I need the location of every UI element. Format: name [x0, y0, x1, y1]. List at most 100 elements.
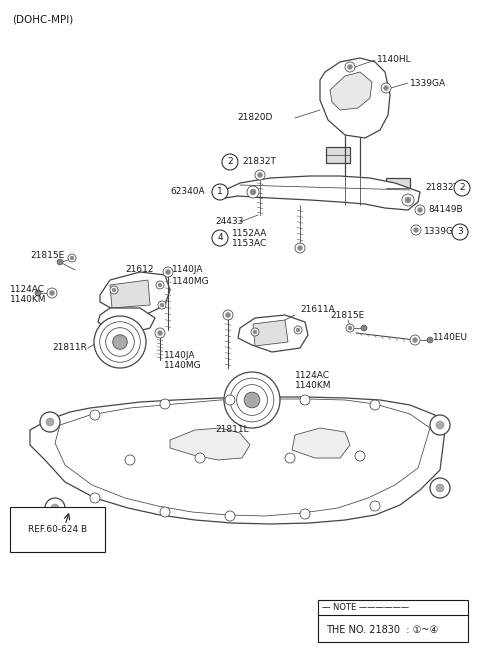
Circle shape — [212, 184, 228, 200]
Circle shape — [40, 412, 60, 432]
Circle shape — [57, 259, 63, 265]
Circle shape — [298, 246, 302, 250]
Text: 1140KM: 1140KM — [10, 295, 47, 305]
Circle shape — [230, 378, 274, 422]
Text: 21815E: 21815E — [330, 312, 364, 320]
Text: 1140JA: 1140JA — [172, 265, 204, 274]
Text: — NOTE ——————: — NOTE —————— — [322, 603, 409, 612]
Circle shape — [412, 337, 418, 343]
Circle shape — [410, 335, 420, 345]
Circle shape — [166, 269, 170, 274]
Circle shape — [158, 301, 166, 309]
Circle shape — [300, 395, 310, 405]
Polygon shape — [238, 315, 308, 352]
Circle shape — [370, 400, 380, 410]
Circle shape — [226, 312, 230, 318]
Text: REF.60-624 B: REF.60-624 B — [28, 525, 87, 534]
Polygon shape — [292, 428, 350, 458]
Circle shape — [247, 186, 259, 198]
Circle shape — [370, 501, 380, 511]
Polygon shape — [170, 428, 250, 460]
Text: 1140MG: 1140MG — [172, 276, 210, 286]
Polygon shape — [253, 320, 288, 346]
Circle shape — [436, 421, 444, 429]
Circle shape — [225, 395, 235, 405]
Text: 21811L: 21811L — [215, 426, 249, 434]
Text: 1124AC: 1124AC — [295, 371, 330, 379]
Circle shape — [163, 267, 173, 277]
Text: 1140KM: 1140KM — [295, 381, 332, 390]
Circle shape — [430, 478, 450, 498]
Circle shape — [46, 418, 54, 426]
Circle shape — [418, 208, 422, 212]
Circle shape — [94, 316, 146, 368]
Circle shape — [225, 511, 235, 521]
Text: 1140HL: 1140HL — [377, 56, 412, 64]
Circle shape — [224, 372, 280, 428]
Circle shape — [90, 493, 100, 503]
Circle shape — [195, 453, 205, 463]
Circle shape — [160, 399, 170, 409]
Text: 1140MG: 1140MG — [164, 362, 202, 371]
Text: 21820D: 21820D — [237, 113, 272, 122]
Text: 4: 4 — [217, 233, 223, 242]
Circle shape — [294, 326, 302, 334]
Circle shape — [237, 384, 267, 415]
Circle shape — [244, 392, 260, 408]
Text: 1140JA: 1140JA — [164, 350, 195, 360]
Polygon shape — [100, 272, 170, 315]
FancyBboxPatch shape — [326, 147, 350, 163]
Circle shape — [251, 328, 259, 336]
Text: 21832T: 21832T — [242, 157, 276, 166]
Circle shape — [300, 509, 310, 519]
Circle shape — [405, 197, 411, 203]
Circle shape — [255, 170, 265, 180]
Text: 21612: 21612 — [125, 265, 154, 274]
Text: 1152AA: 1152AA — [232, 229, 267, 238]
FancyBboxPatch shape — [386, 178, 410, 198]
Circle shape — [381, 83, 391, 93]
Circle shape — [160, 303, 164, 307]
Circle shape — [51, 504, 59, 512]
Text: 21611A: 21611A — [300, 305, 335, 314]
Circle shape — [35, 290, 41, 296]
Circle shape — [157, 331, 163, 335]
Circle shape — [125, 455, 135, 465]
Circle shape — [415, 205, 425, 215]
Circle shape — [452, 224, 468, 240]
Polygon shape — [30, 397, 445, 524]
Circle shape — [68, 254, 76, 262]
Circle shape — [49, 291, 55, 295]
Circle shape — [346, 324, 354, 332]
Text: 1153AC: 1153AC — [232, 240, 267, 248]
Circle shape — [160, 507, 170, 517]
Circle shape — [222, 154, 238, 170]
Circle shape — [106, 328, 134, 356]
Text: 1: 1 — [217, 187, 223, 196]
Circle shape — [430, 415, 450, 435]
Text: 2: 2 — [459, 183, 465, 193]
Circle shape — [250, 189, 256, 195]
Circle shape — [100, 322, 140, 362]
Circle shape — [47, 288, 57, 298]
Circle shape — [384, 86, 388, 90]
Circle shape — [253, 330, 257, 334]
Circle shape — [427, 337, 433, 343]
Circle shape — [70, 256, 74, 260]
Text: 62340A: 62340A — [170, 187, 205, 196]
Text: 1140EU: 1140EU — [433, 333, 468, 343]
Circle shape — [155, 328, 165, 338]
Text: THE NO. 21830  : ①~④: THE NO. 21830 : ①~④ — [326, 625, 438, 635]
Polygon shape — [330, 72, 372, 110]
Text: 2: 2 — [227, 157, 233, 166]
Text: 24433: 24433 — [215, 217, 243, 227]
Circle shape — [295, 243, 305, 253]
Polygon shape — [225, 176, 420, 210]
Circle shape — [348, 64, 352, 69]
Circle shape — [90, 410, 100, 420]
Circle shape — [296, 328, 300, 332]
Text: 21832T: 21832T — [425, 183, 459, 193]
Text: 1339GA: 1339GA — [424, 227, 460, 236]
Circle shape — [257, 172, 263, 178]
Circle shape — [113, 335, 127, 349]
